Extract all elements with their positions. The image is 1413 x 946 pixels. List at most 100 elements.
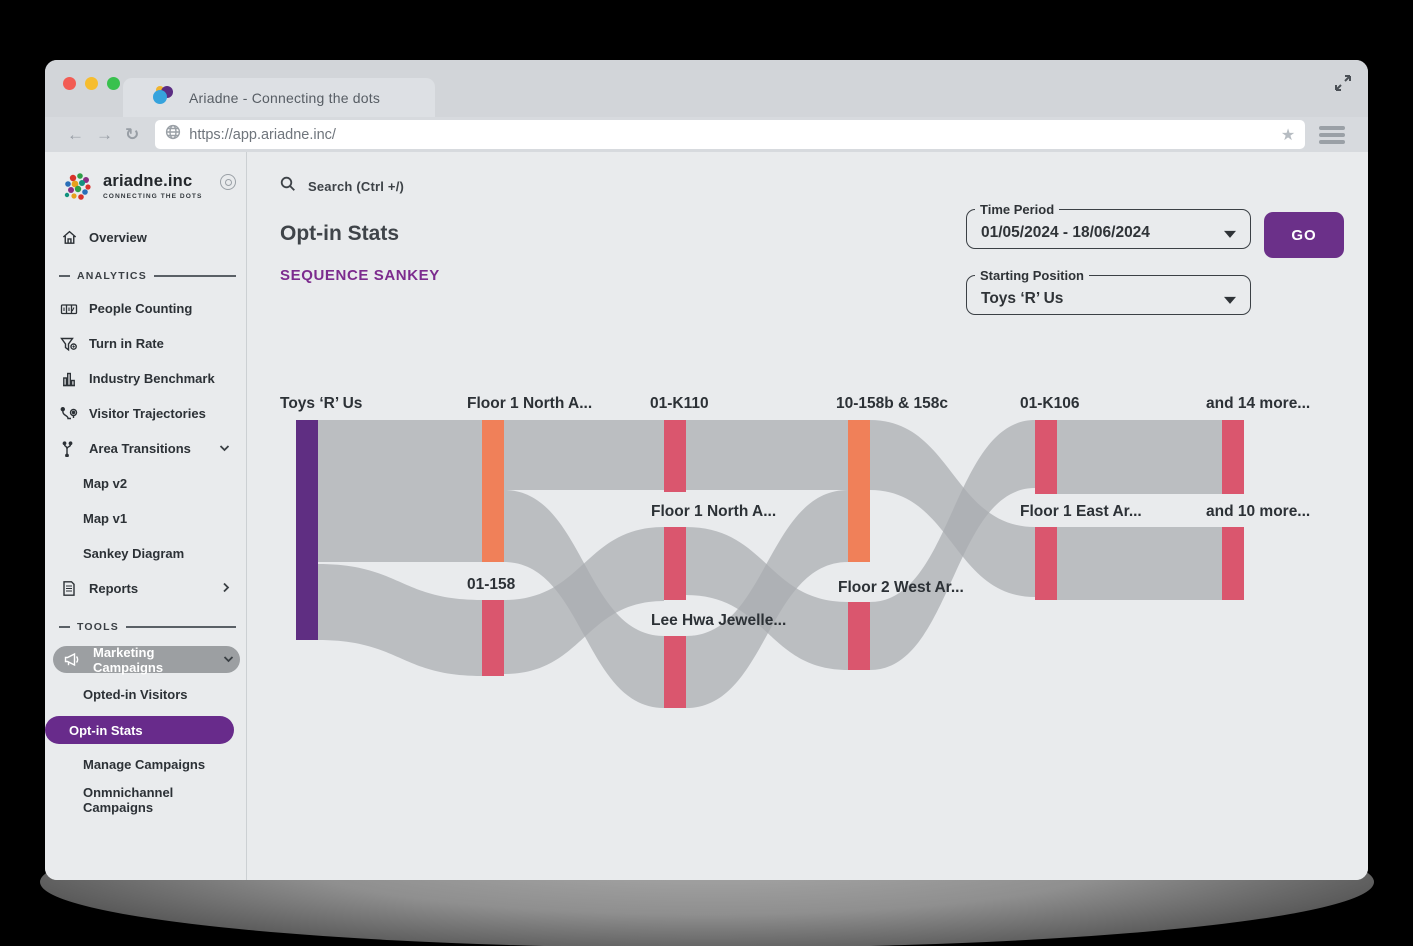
sidebar-item-opt-in-stats[interactable]: Opt-in Stats [45,716,234,744]
sidebar-section-analytics: ANALYTICS [59,261,236,291]
starting-position-value: Toys ‘R’ Us [981,289,1064,307]
sankey-node-k106[interactable] [1035,420,1057,494]
sankey-link-k106-more14 [1057,420,1222,494]
window-controls [63,77,120,90]
site-info-icon[interactable] [165,124,181,145]
browser-titlebar: Ariadne - Connecting the dots [45,60,1368,117]
sidebar-item-onmnichannel-campaigns[interactable]: Onmnichannel Campaigns [59,782,236,817]
sankey-link-leehwa-b158 [686,490,848,708]
branch-icon [59,440,79,457]
sidebar-item-label: Map v2 [83,476,128,491]
sankey-link-k110-b158 [686,420,848,490]
sidebar-item-people-counting[interactable]: People Counting [59,291,236,326]
fullscreen-icon[interactable] [1334,74,1352,97]
sidebar-item-sankey-diagram[interactable]: Sankey Diagram [59,536,236,571]
search-placeholder: Search (Ctrl +/) [308,179,405,194]
sankey-node-more10[interactable] [1222,527,1244,600]
time-period-value: 01/05/2024 - 18/06/2024 [981,223,1150,241]
browser-window: Ariadne - Connecting the dots ← → ↻ [45,60,1368,880]
sankey-link-f1n2-k110 [504,420,664,490]
sankey-link-toys-f1n2 [318,420,482,562]
sankey-node-f1e[interactable] [1035,527,1057,600]
reload-button[interactable]: ↻ [125,125,140,144]
chevron-right-icon [222,582,230,596]
go-button[interactable]: GO [1264,212,1344,258]
starting-position-label: Starting Position [980,268,1084,283]
sankey-node-toys[interactable] [296,420,318,640]
sankey-link-b158-f1e [870,420,1035,597]
sidebar-item-reports[interactable]: Reports [59,571,236,606]
funnel-icon [59,336,79,352]
bookmark-star-icon[interactable]: ★ [1280,126,1296,144]
sankey-node-b158[interactable] [848,420,870,562]
search-bar[interactable]: Search (Ctrl +/) [280,176,404,197]
sidebar-item-label: Opted-in Visitors [83,687,188,702]
sidebar-item-label: Overview [89,230,147,245]
back-button[interactable]: ← [67,125,84,144]
sankey-node-label-toys: Toys ‘R’ Us [280,395,362,412]
sankey-node-f1n2[interactable] [482,420,504,562]
sankey-link-f1e-more10 [1057,527,1222,600]
chevron-down-icon [1224,230,1236,238]
sankey-node-label-o158: 01-158 [467,576,516,593]
sankey-node-label-f2w: Floor 2 West Ar... [838,579,964,596]
search-icon [280,176,296,197]
sidebar-item-marketing-campaigns[interactable]: Marketing Campaigns [53,645,240,675]
sankey-node-label-f1e: Floor 1 East Ar... [1020,503,1142,520]
url-text: https://app.ariadne.inc/ [189,126,336,143]
sankey-node-o158[interactable] [482,600,504,676]
sankey-node-label-leehwa: Lee Hwa Jewelle... [651,612,786,629]
forward-button[interactable]: → [96,125,113,144]
sidebar-item-label: Opt-in Stats [69,722,143,738]
sankey-node-more14[interactable] [1222,420,1244,494]
browser-tab[interactable]: Ariadne - Connecting the dots [123,78,435,117]
route-icon [59,406,79,422]
sidebar-item-map-v2[interactable]: Map v2 [59,466,236,501]
sidebar-item-turn-in-rate[interactable]: Turn in Rate [59,326,236,361]
sankey-link-f2w-k106 [870,420,1035,670]
sidebar-item-label: Turn in Rate [89,336,164,351]
sankey-node-label-f1n2: Floor 1 North A... [467,395,592,412]
sidebar-item-label: Onmnichannel Campaigns [83,784,174,815]
time-period-label: Time Period [980,202,1055,217]
minimize-window-button[interactable] [85,77,98,90]
close-window-button[interactable] [63,77,76,90]
browser-menu-icon[interactable] [1319,125,1346,144]
sidebar-item-map-v1[interactable]: Map v1 [59,501,236,536]
sankey-node-label-k110: 01-K110 [650,395,709,412]
sankey-node-f2w[interactable] [848,602,870,670]
sidebar-item-label: Manage Campaigns [83,757,206,772]
chevron-down-icon [223,654,234,666]
sidebar-nav: Overview ANALYTICS People Counting Turn in … [45,220,240,817]
sidebar-item-area-transitions[interactable]: Area Transitions [59,431,236,466]
sidebar-item-visitor-trajectories[interactable]: Visitor Trajectories [59,396,236,431]
sidebar-item-overview[interactable]: Overview [59,220,236,255]
sankey-link-o158-f1n3 [504,527,664,674]
main-panel: Search (Ctrl +/) Opt-in Stats SEQUENCE S… [247,152,1368,880]
sankey-node-k110[interactable] [664,420,686,492]
time-period-select[interactable]: Time Period 01/05/2024 - 18/06/2024 [966,202,1251,249]
chevron-down-icon [219,443,230,455]
sankey-link-toys-o158 [318,564,482,676]
counter-icon [59,301,79,317]
sankey-node-leehwa[interactable] [664,636,686,708]
sankey-node-label-more14: and 14 more... [1206,395,1310,412]
sequence-sankey-chart: Toys ‘R’ Us Floor 1 North A... 01-158 01-K1… [280,395,1310,708]
logo-dots-icon [64,173,91,200]
address-bar[interactable]: https://app.ariadne.inc/ ★ [155,120,1306,149]
bars-icon [59,371,79,387]
sidebar-collapse-icon[interactable] [220,174,236,190]
zoom-window-button[interactable] [107,77,120,90]
sidebar-item-opted-in-visitors[interactable]: Opted-in Visitors [59,677,236,712]
starting-position-select[interactable]: Starting Position Toys ‘R’ Us [966,268,1251,315]
page-title: Opt-in Stats [280,222,399,245]
sidebar-item-label: Reports [89,581,139,596]
favicon-icon [151,84,175,111]
sidebar-item-industry-benchmark[interactable]: Industry Benchmark [59,361,236,396]
sidebar-section-tools: TOOLS [59,612,236,642]
app-content: ariadne.inc CONNECTING THE DOTS Overview… [45,152,1368,880]
sidebar-item-manage-campaigns[interactable]: Manage Campaigns [59,747,236,782]
sankey-node-f1n3[interactable] [664,527,686,600]
doc-icon [59,580,79,597]
